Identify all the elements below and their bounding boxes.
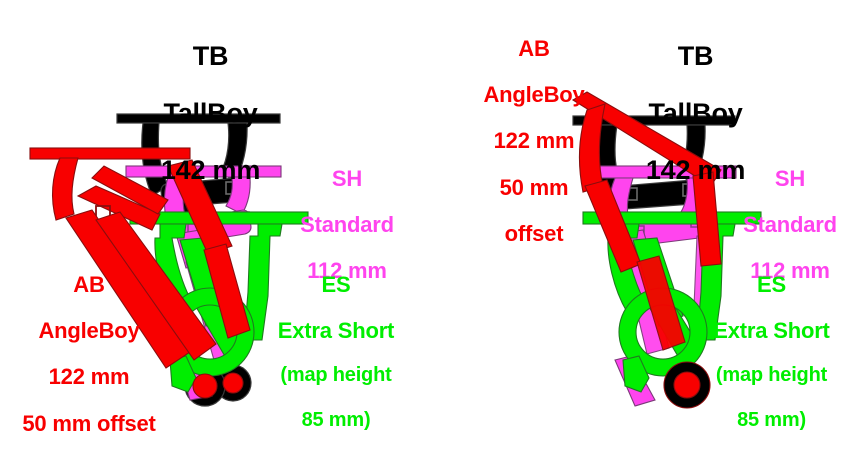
label-tallboy-right-line-2: TallBoy bbox=[648, 98, 743, 129]
label-tallboy-left-line-1: TB bbox=[192, 41, 229, 72]
fork-silhouette-group-right bbox=[571, 91, 762, 409]
label-standard-left-line-2: Standard bbox=[300, 212, 394, 238]
label-standard-right-line-3: 112 mm bbox=[750, 258, 830, 284]
label-angleboy-right-line-1: AB bbox=[518, 36, 550, 62]
label-angleboy-left-line-2: AngleBoy bbox=[38, 318, 140, 344]
label-tallboy-left: TB TallBoy 142 mm bbox=[128, 14, 293, 212]
label-angleboy-right-line-2: AngleBoy bbox=[483, 82, 585, 108]
label-extrashort-right-line-1: ES bbox=[757, 272, 786, 298]
label-extrashort-left: ES Extra Short (map height 85 mm) bbox=[252, 250, 420, 454]
label-tallboy-left-line-2: TallBoy bbox=[163, 98, 258, 129]
label-angleboy-left-line-1: AB bbox=[73, 272, 105, 298]
label-angleboy-right-line-5: offset bbox=[504, 220, 564, 246]
label-extrashort-left-line-2: Extra Short bbox=[277, 318, 395, 344]
fork-angleboy-red-right bbox=[571, 91, 722, 409]
label-tallboy-right-line-3: 142 mm bbox=[645, 154, 746, 185]
label-angleboy-right: AB AngleBoy 122 mm 50 mm offset bbox=[455, 14, 613, 268]
comparison-panel-left: TB TallBoy 142 mm SH Standard 112 mm ES … bbox=[0, 0, 425, 435]
fork-angleboy-red-left bbox=[29, 147, 251, 399]
label-tallboy-right: TB TallBoy 142 mm bbox=[613, 14, 778, 212]
comparison-panel-right: AB AngleBoy 122 mm 50 mm offset TB TallB… bbox=[425, 0, 850, 430]
label-standard-right-line-1: SH bbox=[774, 166, 806, 192]
label-angleboy-left-line-4: 50 mm offset bbox=[22, 410, 156, 436]
label-extrashort-left-line-1: ES bbox=[321, 272, 351, 298]
label-extrashort-right-line-2: Extra Short bbox=[713, 318, 830, 344]
label-extrashort-left-line-4: 85 mm) bbox=[301, 408, 371, 431]
fork-overlay-diagram-left bbox=[29, 113, 309, 407]
label-tallboy-right-line-1: TB bbox=[677, 41, 714, 72]
label-tallboy-left-line-3: 142 mm bbox=[160, 154, 261, 185]
label-extrashort-right-line-3: (map height bbox=[715, 364, 828, 387]
fork-overlay-diagram-right bbox=[571, 91, 762, 409]
figure-canvas: TB TallBoy 142 mm SH Standard 112 mm ES … bbox=[0, 0, 850, 435]
label-standard-left: SH Standard 112 mm bbox=[281, 144, 413, 306]
label-standard-left-line-3: 112 mm bbox=[307, 258, 387, 284]
label-extrashort-left-line-3: (map height bbox=[280, 364, 392, 387]
label-angleboy-left-line-3: 122 mm bbox=[48, 364, 130, 390]
fork-silhouette-group-left bbox=[29, 113, 309, 407]
label-standard-right: SH Standard 112 mm bbox=[730, 144, 850, 306]
label-standard-left-line-1: SH bbox=[331, 166, 363, 192]
label-extrashort-right-line-4: 85 mm) bbox=[737, 408, 806, 431]
label-standard-right-line-2: Standard bbox=[743, 212, 837, 238]
label-angleboy-right-line-4: 50 mm bbox=[499, 174, 569, 200]
label-angleboy-left: AB AngleBoy 122 mm 50 mm offset bbox=[4, 250, 174, 458]
label-angleboy-right-line-3: 122 mm bbox=[493, 128, 575, 154]
label-extrashort-right: ES Extra Short (map height 85 mm) bbox=[693, 250, 850, 454]
